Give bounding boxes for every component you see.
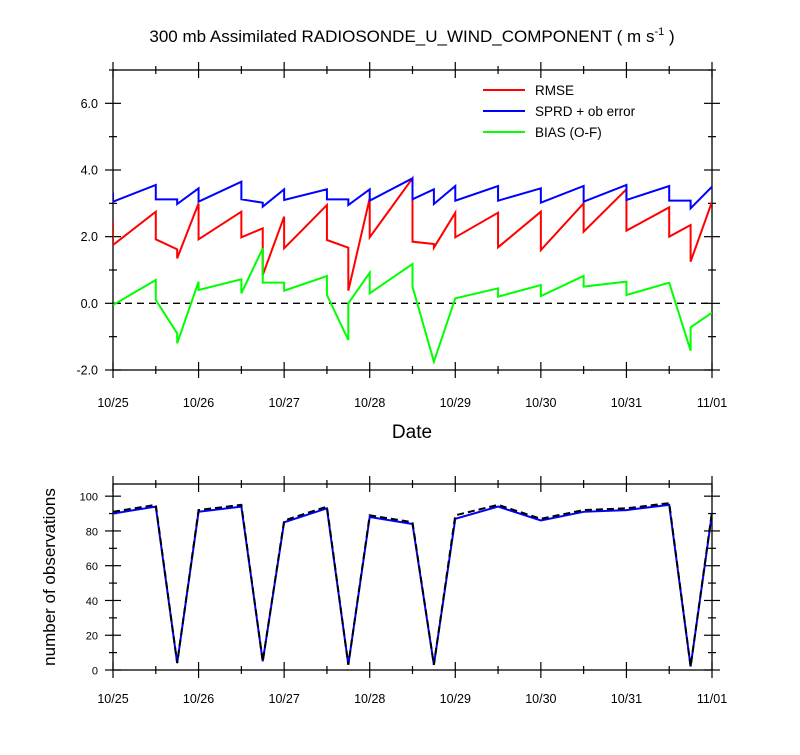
top-x-tick-label: 10/27	[269, 396, 300, 410]
bottom-y-axis-label: number of observations	[40, 488, 59, 666]
top-x-tick-label: 11/01	[697, 396, 727, 410]
top-x-tick-label: 10/26	[183, 396, 214, 410]
bottom-y-tick-label: 40	[86, 596, 98, 608]
legend-entry-1: SPRD + ob error	[535, 104, 636, 119]
top-series-line-1	[113, 176, 712, 211]
chart-title: 300 mb Assimilated RADIOSONDE_U_WIND_COM…	[149, 26, 674, 46]
bottom-y-tick-label: 100	[80, 492, 98, 504]
top-y-tick-label: 6.0	[81, 97, 98, 111]
bottom-x-tick-label: 10/25	[97, 692, 128, 706]
top-series-line-2	[113, 247, 712, 366]
top-x-tick-label: 10/31	[611, 396, 642, 410]
bottom-series-group	[113, 502, 712, 667]
chart-title-superscript: -1	[654, 26, 664, 38]
top-y-tick-label: -2.0	[76, 364, 98, 378]
bottom-panel: 10/25 10/26 10/27 10/28 10/29 10/30 10/31 11/01…	[80, 476, 727, 706]
bottom-series-line-1	[113, 502, 712, 667]
top-panel: 10/25 10/26 10/27 10/28 10/29 10/30 10/31 11/01…	[76, 62, 727, 410]
legend-entry-2: BIAS (O-F)	[535, 125, 602, 140]
bottom-x-tick-label: 10/30	[525, 692, 556, 706]
top-y-tick-label: 0.0	[81, 297, 98, 311]
top-x-axis-label: Date	[392, 422, 432, 443]
top-x-tick-label: 10/25	[97, 396, 128, 410]
top-x-tick-label: 10/29	[440, 396, 471, 410]
top-y-tick-label: 2.0	[81, 230, 98, 244]
chart-title-end: )	[664, 27, 674, 46]
bottom-y-tick-label: 80	[86, 526, 98, 538]
top-y-tick-label: 4.0	[81, 164, 98, 178]
top-series-line-0	[113, 175, 712, 291]
top-series-group	[113, 175, 712, 366]
bottom-x-tick-label: 10/31	[611, 692, 642, 706]
bottom-x-tick-label: 10/29	[440, 692, 471, 706]
top-x-tick-label: 10/30	[525, 396, 556, 410]
bottom-y-tick-label: 20	[86, 631, 98, 643]
legend-entry-0: RMSE	[535, 83, 574, 98]
bottom-series-line-0	[113, 503, 712, 667]
bottom-y-tick-label: 0	[92, 666, 98, 678]
bottom-x-tick-label: 10/27	[269, 692, 300, 706]
bottom-x-tick-label: 10/28	[354, 692, 385, 706]
bottom-x-tick-label: 11/01	[697, 692, 727, 706]
top-x-tick-label: 10/28	[354, 396, 385, 410]
bottom-x-tick-label: 10/26	[183, 692, 214, 706]
bottom-y-tick-label: 60	[86, 561, 98, 573]
